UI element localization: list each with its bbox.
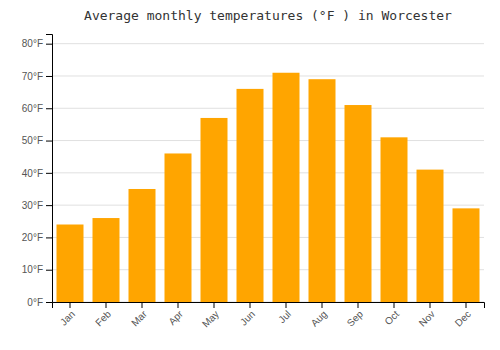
y-axis: 0°F 10°F 20°F 30°F 40°F 50°F 60°F 70°F 80°F: [22, 35, 53, 308]
tick-mark: [46, 141, 52, 142]
tick-mark: [46, 270, 52, 271]
tick-mark: [106, 302, 107, 308]
grid-line: [52, 108, 484, 109]
tick-mark: [322, 302, 323, 308]
tick-mark: [142, 302, 143, 308]
x-tick: Nov: [417, 302, 437, 329]
tick-label: Jun: [238, 308, 257, 327]
tick-mark: [466, 302, 467, 308]
tick-label: 70°F: [22, 71, 43, 82]
x-tick: Dec: [453, 302, 473, 329]
tick-label: Oct: [382, 308, 401, 327]
tick-mark: [178, 302, 179, 308]
y-tick: 30°F: [22, 200, 52, 211]
y-tick: 70°F: [22, 71, 52, 82]
axis-line: [53, 303, 485, 309]
title: Average monthly temperatures (°F ) in Wo…: [84, 8, 452, 23]
tick-label: Jul: [276, 308, 293, 325]
axis-line: [46, 35, 53, 303]
bar: [165, 153, 192, 302]
tick-label: 40°F: [22, 168, 43, 179]
y-tick: 50°F: [22, 135, 52, 146]
tick-label: Mar: [129, 308, 149, 328]
x-axis: Jan Feb Mar Apr May Jun Jul Aug Sep Oct Nov Dec: [53, 302, 485, 330]
tick-mark: [46, 173, 52, 174]
tick-mark: [358, 302, 359, 308]
y-tick: 20°F: [22, 232, 52, 243]
plot-area: 0°F 10°F 20°F 30°F 40°F 50°F 60°F 70°F 80°F Jan Fe…: [22, 35, 485, 330]
bar: [273, 73, 300, 302]
tick-label: 0°F: [27, 297, 43, 308]
tick-mark: [46, 108, 52, 109]
tick-mark: [70, 302, 71, 308]
grid: [52, 44, 484, 302]
bar: [201, 118, 228, 302]
y-tick: 10°F: [22, 264, 52, 275]
grid-line: [52, 43, 484, 44]
x-tick: Feb: [93, 302, 113, 328]
y-tick: 40°F: [22, 168, 52, 179]
bar: [453, 208, 480, 302]
tick-label: 50°F: [22, 135, 43, 146]
bar: [237, 89, 264, 302]
x-tick: Apr: [166, 302, 185, 327]
tick-label: 80°F: [22, 38, 43, 49]
x-tick: Aug: [309, 302, 329, 329]
chart: 0°F 10°F 20°F 30°F 40°F 50°F 60°F 70°F 80°F Jan Fe…: [0, 0, 500, 350]
tick-mark: [286, 302, 287, 308]
tick-label: 10°F: [22, 264, 43, 275]
tick-mark: [430, 302, 431, 308]
tick-label: Dec: [453, 308, 473, 328]
tick-label: Aug: [309, 308, 329, 328]
bar: [417, 170, 444, 302]
y-tick: 0°F: [27, 297, 52, 308]
x-tick: Mar: [129, 302, 149, 328]
y-tick: 60°F: [22, 103, 52, 114]
tick-label: 30°F: [22, 200, 43, 211]
y-tick: 80°F: [22, 38, 52, 49]
tick-label: Jan: [58, 308, 77, 327]
x-tick: Oct: [382, 302, 401, 327]
tick-label: Nov: [417, 308, 437, 328]
bar: [93, 218, 120, 302]
bar: [309, 79, 336, 302]
tick-mark: [214, 302, 215, 308]
bar: [381, 137, 408, 302]
tick-label: May: [200, 308, 221, 329]
bar: [57, 225, 84, 302]
tick-label: 20°F: [22, 232, 43, 243]
tick-label: 60°F: [22, 103, 43, 114]
tick-mark: [46, 302, 52, 303]
x-tick: Jul: [276, 302, 293, 325]
bar: [129, 189, 156, 302]
x-tick: May: [200, 302, 221, 330]
grid-line: [52, 75, 484, 76]
bars: [57, 73, 480, 302]
x-tick: Jun: [238, 302, 257, 328]
tick-mark: [46, 44, 52, 45]
x-tick: Sep: [345, 302, 366, 329]
tick-label: Sep: [345, 308, 366, 329]
tick-label: Feb: [93, 308, 113, 328]
tick-mark: [46, 205, 52, 206]
tick-mark: [250, 302, 251, 308]
tick-mark: [46, 237, 52, 238]
x-tick: Jan: [58, 302, 77, 328]
grid-line: [52, 140, 484, 141]
tick-mark: [394, 302, 395, 308]
bar: [345, 105, 372, 302]
tick-label: Apr: [166, 308, 185, 327]
tick-mark: [46, 76, 52, 77]
